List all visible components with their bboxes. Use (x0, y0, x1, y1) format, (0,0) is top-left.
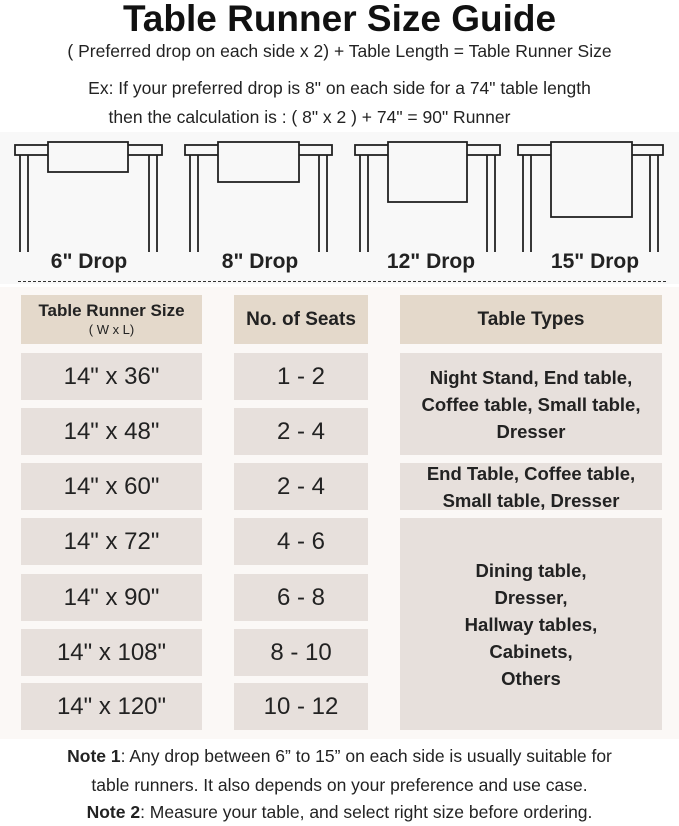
drop-diagram (14, 141, 664, 252)
note-1-cont: table runners. It also depends on your p… (91, 775, 588, 795)
size-cell: 14" x 120" (21, 683, 202, 730)
seats-cell: 10 - 12 (234, 683, 368, 730)
size-cell: 14" x 48" (21, 408, 202, 455)
note-1: Note 1: Any drop between 6” to 15” on ea… (0, 746, 679, 767)
drop-label-8: 8" Drop (221, 250, 299, 273)
header-size: Table Runner Size ( W x L) (21, 295, 202, 344)
seats-cell: 2 - 4 (234, 463, 368, 510)
seats-cell: 6 - 8 (234, 574, 368, 621)
size-cell: 14" x 60" (21, 463, 202, 510)
drop-label-15: 15" Drop (550, 250, 640, 273)
divider (18, 281, 666, 282)
header-size-sub: ( W x L) (88, 321, 135, 337)
page-title: Table Runner Size Guide (122, 0, 557, 39)
runner-drop (550, 141, 633, 218)
seats-cell: 4 - 6 (234, 518, 368, 565)
header-size-label: Table Runner Size (38, 300, 185, 320)
calculation-text: then the calculation is : ( 8" x 2 ) + 7… (108, 107, 511, 127)
formula-text: ( Preferred drop on each side x 2) + Tab… (67, 41, 612, 61)
example-text: Ex: If your preferred drop is 8" on each… (88, 78, 591, 98)
note-2-text: : Measure your table, and select right s… (140, 802, 593, 822)
runner-drop (47, 141, 129, 173)
size-cell: 14" x 90" (21, 574, 202, 621)
note-1-label: Note 1 (67, 746, 121, 766)
types-cell-large: Dining table, Dresser, Hallway tables, C… (400, 518, 662, 730)
drop-label-12: 12" Drop (386, 250, 476, 273)
types-cell-small: Night Stand, End table, Coffee table, Sm… (400, 353, 662, 455)
seats-cell: 2 - 4 (234, 408, 368, 455)
size-cell: 14" x 72" (21, 518, 202, 565)
drop-illustrations (0, 132, 679, 284)
note-1-text: : Any drop between 6” to 15” on each sid… (120, 746, 612, 766)
header-seats: No. of Seats (234, 295, 368, 344)
seats-cell: 8 - 10 (234, 629, 368, 676)
seats-cell: 1 - 2 (234, 353, 368, 400)
size-cell: 14" x 36" (21, 353, 202, 400)
note-2: Note 2: Measure your table, and select r… (0, 802, 679, 823)
types-cell-medium: End Table, Coffee table, Small table, Dr… (400, 463, 662, 511)
runner-drop (217, 141, 300, 183)
drop-label-6: 6" Drop (50, 250, 128, 273)
size-cell: 14" x 108" (21, 629, 202, 676)
header-types: Table Types (400, 295, 662, 344)
runner-drop (387, 141, 468, 203)
note-2-label: Note 2 (86, 802, 141, 822)
